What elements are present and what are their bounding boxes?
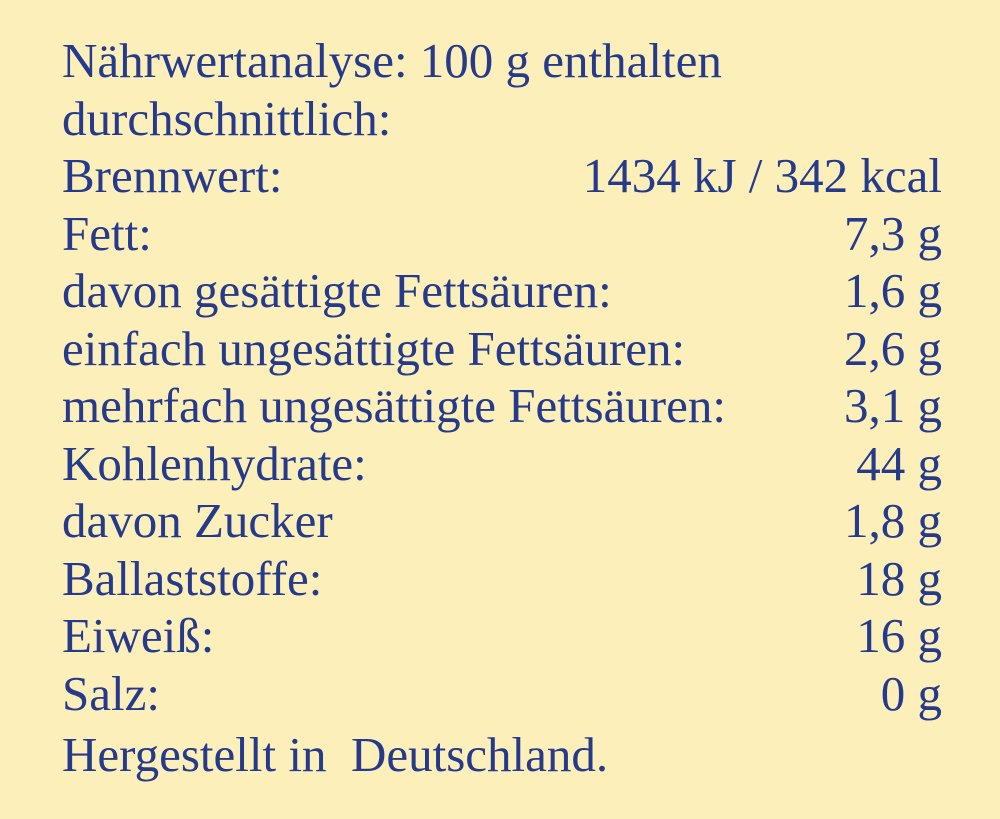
- nutrient-row: Eiweiß: 16 g: [62, 607, 942, 665]
- nutrient-label: einfach ungesättigte Fettsäuren:: [62, 320, 686, 376]
- nutrient-value: 7,3 g: [844, 205, 942, 261]
- nutrient-value: 1,8 g: [844, 493, 942, 548]
- nutrient-row: davon Zucker 1,8 g: [62, 492, 942, 550]
- nutrient-row: mehrfach ungesättigte Fettsäuren: 3,1 g: [62, 377, 942, 435]
- nutrient-label: Salz:: [62, 665, 160, 721]
- nutrient-label: mehrfach ungesättigte Fettsäuren:: [62, 378, 726, 433]
- nutrient-label: davon gesättigte Fettsäuren:: [62, 263, 612, 318]
- nutrient-value: 1434 kJ / 342 kcal: [582, 148, 942, 203]
- nutrient-value: 1,6 g: [844, 263, 942, 318]
- header-line: Nährwertanalyse: 100 g enthalten: [62, 33, 722, 88]
- footer: Hergestellt in Deutschland.: [62, 727, 609, 782]
- nutrient-label: Eiweiß:: [62, 608, 215, 663]
- nutrient-row: davon gesättigte Fettsäuren: 1,6 g: [62, 262, 942, 320]
- nutrient-label: Kohlenhydrate:: [62, 435, 367, 491]
- nutrient-label: Ballaststoffe:: [62, 550, 323, 606]
- nutrient-value: 2,6 g: [844, 320, 942, 376]
- nutrient-row: Ballaststoffe: 18 g: [62, 550, 942, 608]
- nutrient-value: 0 g: [880, 665, 942, 721]
- nutrient-row: Brennwert: 1434 kJ / 342 kcal: [62, 147, 942, 205]
- nutrient-label: davon Zucker: [62, 493, 333, 548]
- nutrient-value: 44 g: [856, 435, 942, 491]
- nutrient-value: 16 g: [856, 608, 942, 663]
- nutrient-value: 3,1 g: [844, 378, 942, 433]
- nutrient-label: Brennwert:: [62, 148, 283, 203]
- nutrient-row: einfach ungesättigte Fettsäuren: 2,6 g: [62, 320, 942, 378]
- nutrient-row: Salz: 0 g: [62, 665, 942, 723]
- header-line: durchschnittlich:: [62, 90, 392, 146]
- nutrient-value: 18 g: [856, 550, 942, 606]
- nutrient-label: Fett:: [62, 205, 152, 261]
- nutrient-row: Kohlenhydrate: 44 g: [62, 435, 942, 493]
- nutrient-row: Fett: 7,3 g: [62, 205, 942, 263]
